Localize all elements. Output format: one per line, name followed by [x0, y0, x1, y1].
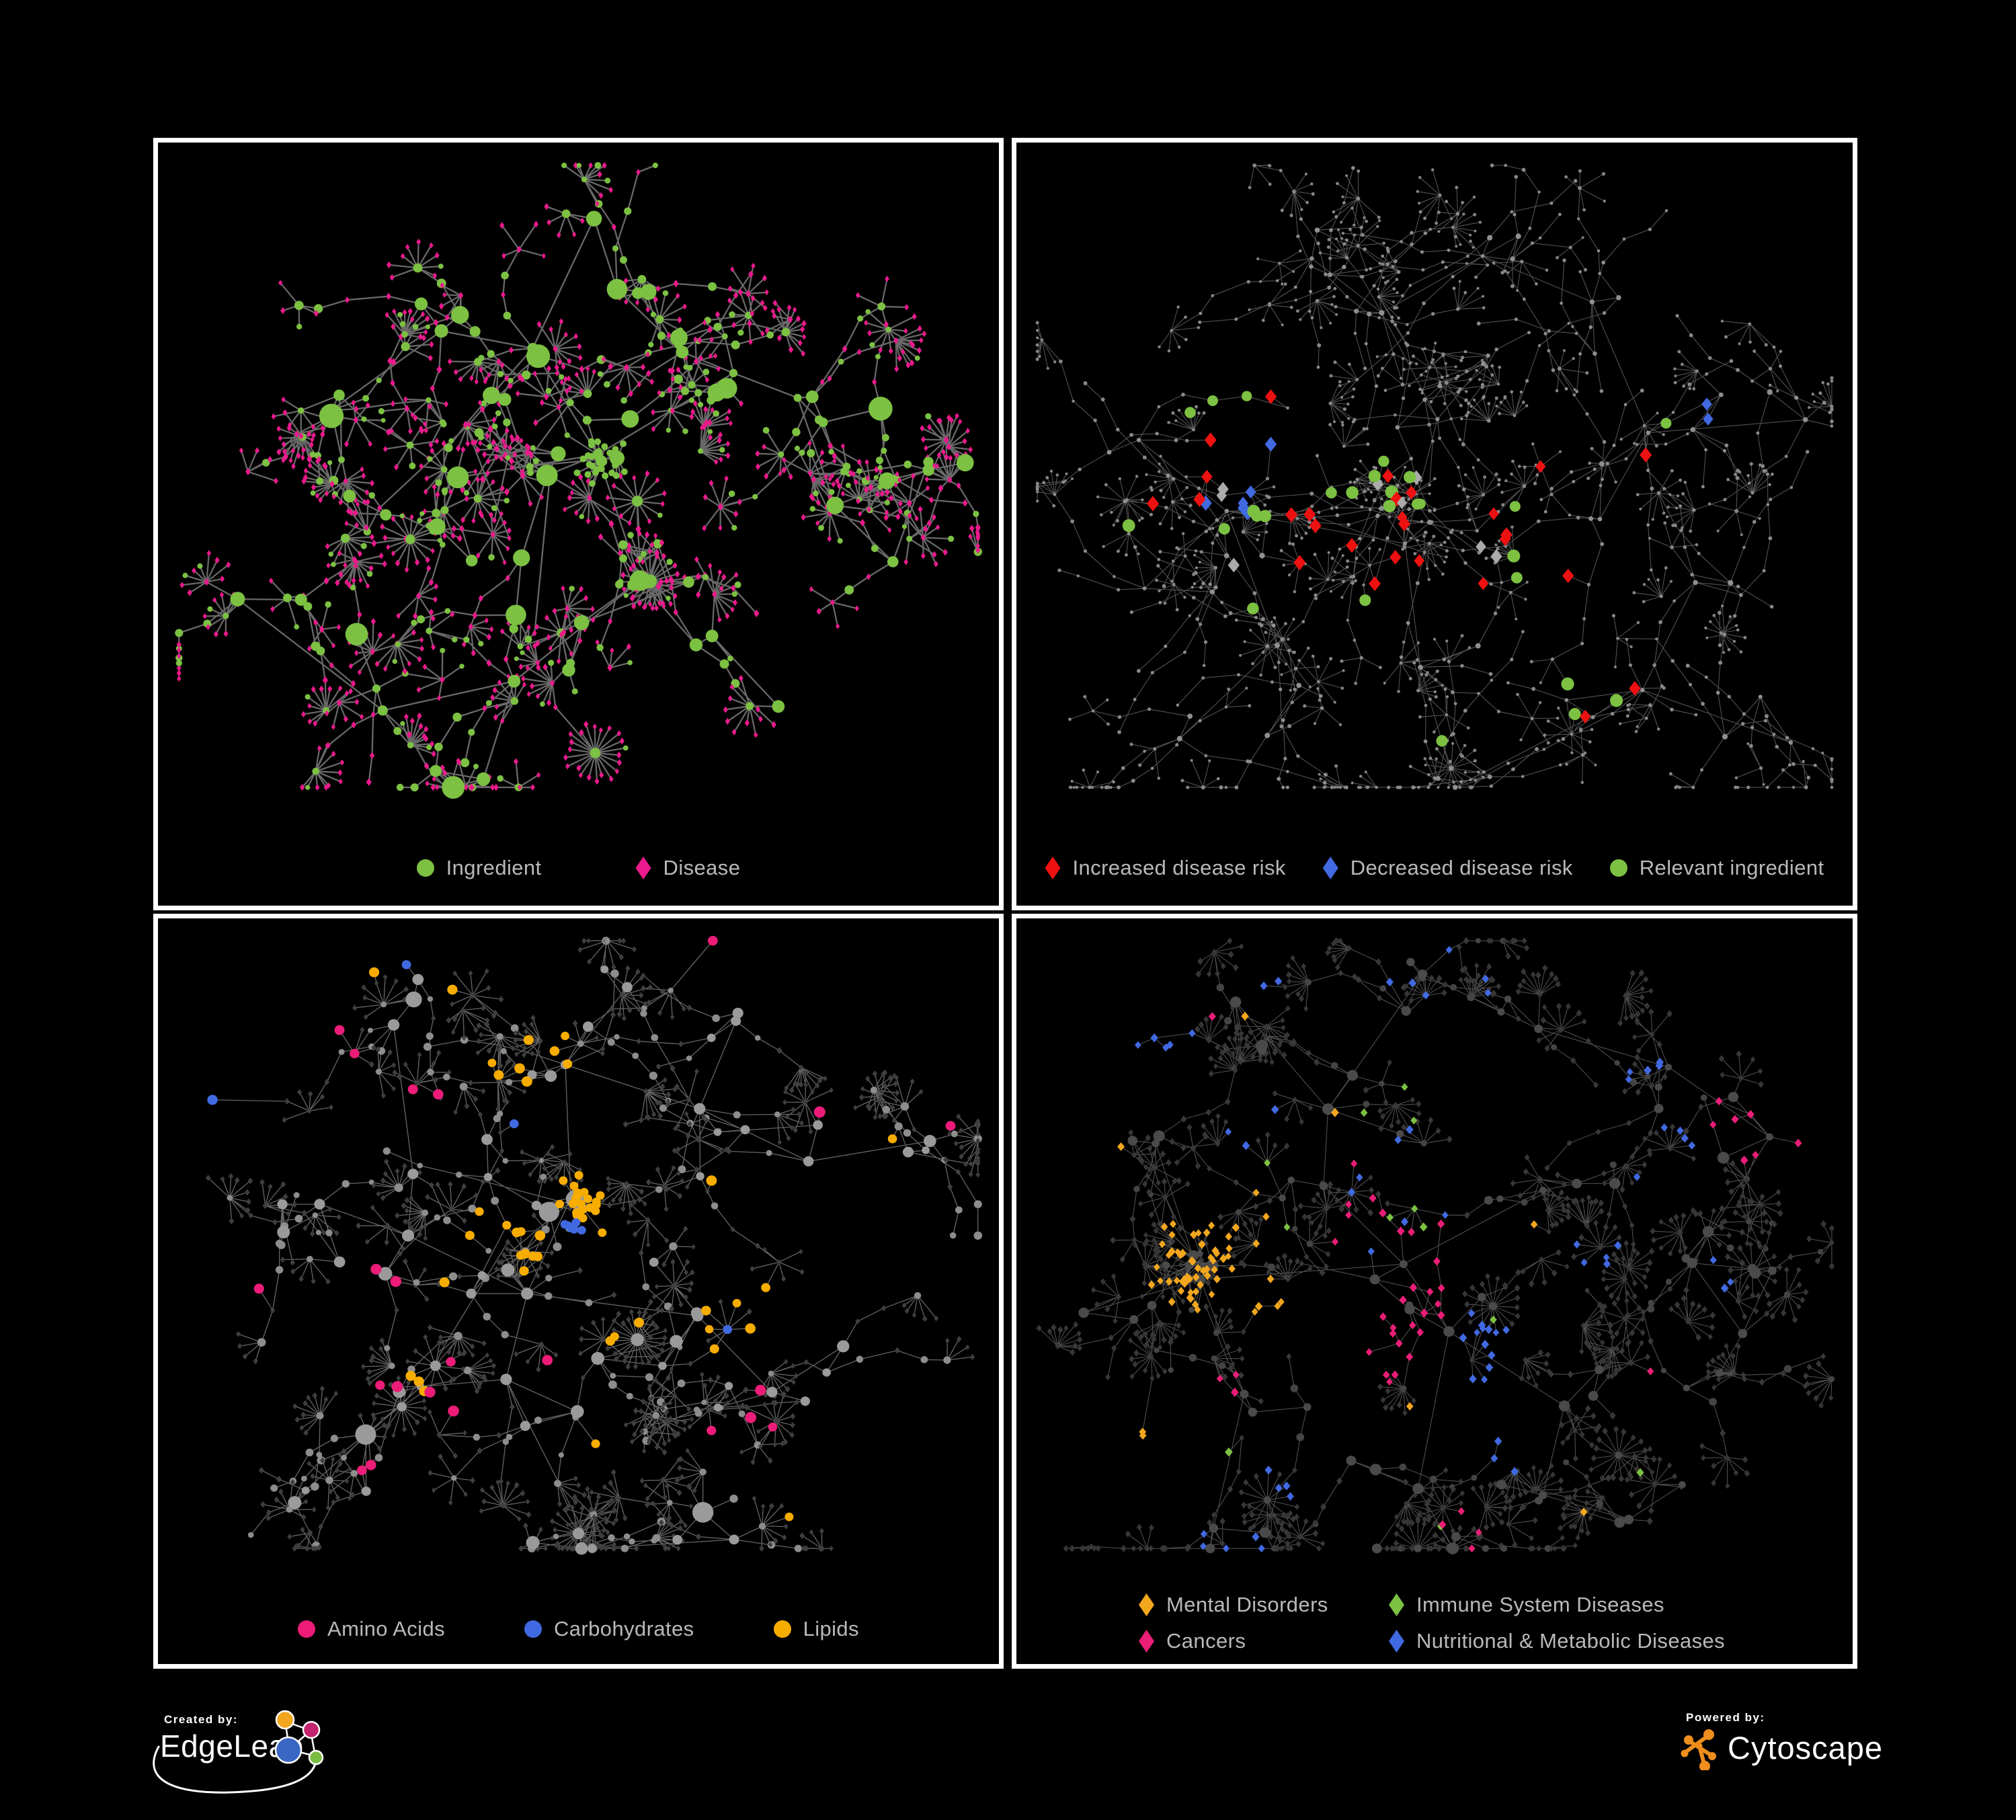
legend-item-nutritional-metabolic: Nutritional & Metabolic Diseases [1389, 1629, 1725, 1653]
legend-item-carbohydrates: Carbohydrates [524, 1617, 694, 1641]
relevant-ingredient-marker-icon [1609, 859, 1627, 877]
legend-item-decreased-risk: Decreased disease risk [1322, 856, 1573, 880]
legend-label-increased-risk: Increased disease risk [1072, 856, 1286, 879]
amino-acids-marker-icon [298, 1620, 316, 1638]
legend-label-carbohydrates: Carbohydrates [554, 1617, 694, 1640]
legend-item-amino-acids: Amino Acids [298, 1617, 445, 1641]
cancers-marker-icon [1139, 1630, 1154, 1653]
legend-nutrient-classes: Amino Acids Carbohydrates Lipids [158, 1617, 999, 1641]
powered-by-label: Powered by: [1686, 1711, 1765, 1724]
nutritional-metabolic-marker-icon [1389, 1630, 1404, 1653]
legend-item-relevant-ingredient: Relevant ingredient [1609, 856, 1824, 880]
cytoscape-wordmark: Cytoscape [1728, 1729, 1884, 1766]
network-graph-ingredient-disease [175, 161, 982, 799]
network-graph-disease-classes [1036, 937, 1835, 1554]
increased-risk-marker-icon [1045, 857, 1061, 879]
cytoscape-logo-icon [1681, 1729, 1716, 1770]
immune-diseases-marker-icon [1389, 1593, 1404, 1616]
network-graph-nutrient-classes [205, 935, 983, 1555]
legend-label-cancers: Cancers [1166, 1629, 1246, 1653]
legend-ingredient-disease: Ingredient Disease [158, 856, 999, 880]
legend-label-ingredient: Ingredient [446, 856, 542, 879]
legend-item-lipids: Lipids [773, 1617, 859, 1641]
network-graph-disease-risk [1035, 163, 1834, 790]
decreased-risk-marker-icon [1322, 857, 1338, 879]
legend-item-immune-diseases: Immune System Diseases [1389, 1593, 1725, 1617]
legend-item-mental-disorders: Mental Disorders [1139, 1593, 1389, 1617]
panel-disease-risk: Increased disease risk Decreased disease… [1012, 138, 1857, 910]
legend-item-disease: Disease [635, 856, 741, 880]
panel-disease-classes: Mental Disorders Immune System Diseases … [1012, 914, 1857, 1669]
edgeleap-credit: Created by: EdgeLeap [153, 1710, 382, 1814]
created-by-label: Created by: [164, 1713, 239, 1726]
legend-item-increased-risk: Increased disease risk [1045, 856, 1286, 880]
ingredient-marker-icon [416, 859, 434, 877]
edgeleap-logo-icon [274, 1710, 324, 1766]
legend-label-immune-diseases: Immune System Diseases [1416, 1593, 1664, 1616]
mental-disorders-marker-icon [1139, 1593, 1154, 1616]
panel-ingredient-disease: Ingredient Disease [153, 138, 1004, 910]
lipids-marker-icon [773, 1620, 791, 1638]
disease-marker-icon [635, 857, 651, 879]
legend-disease-classes: Mental Disorders Immune System Diseases … [1139, 1593, 1725, 1653]
legend-label-mental-disorders: Mental Disorders [1166, 1593, 1328, 1616]
legend-label-amino-acids: Amino Acids [327, 1617, 446, 1640]
legend-label-lipids: Lipids [803, 1617, 859, 1640]
legend-label-disease: Disease [663, 856, 741, 879]
panel-nutrient-classes: Amino Acids Carbohydrates Lipids [153, 914, 1004, 1669]
legend-label-relevant-ingredient: Relevant ingredient [1639, 856, 1824, 879]
legend-item-cancers: Cancers [1139, 1629, 1389, 1653]
legend-label-decreased-risk: Decreased disease risk [1350, 856, 1573, 879]
cytoscape-credit: Powered by: Cytoscape [1679, 1711, 1975, 1792]
legend-disease-risk: Increased disease risk Decreased disease… [1016, 856, 1853, 880]
carbohydrates-marker-icon [524, 1620, 542, 1638]
legend-item-ingredient: Ingredient [416, 856, 542, 880]
legend-label-nutritional-metabolic: Nutritional & Metabolic Diseases [1416, 1629, 1726, 1653]
